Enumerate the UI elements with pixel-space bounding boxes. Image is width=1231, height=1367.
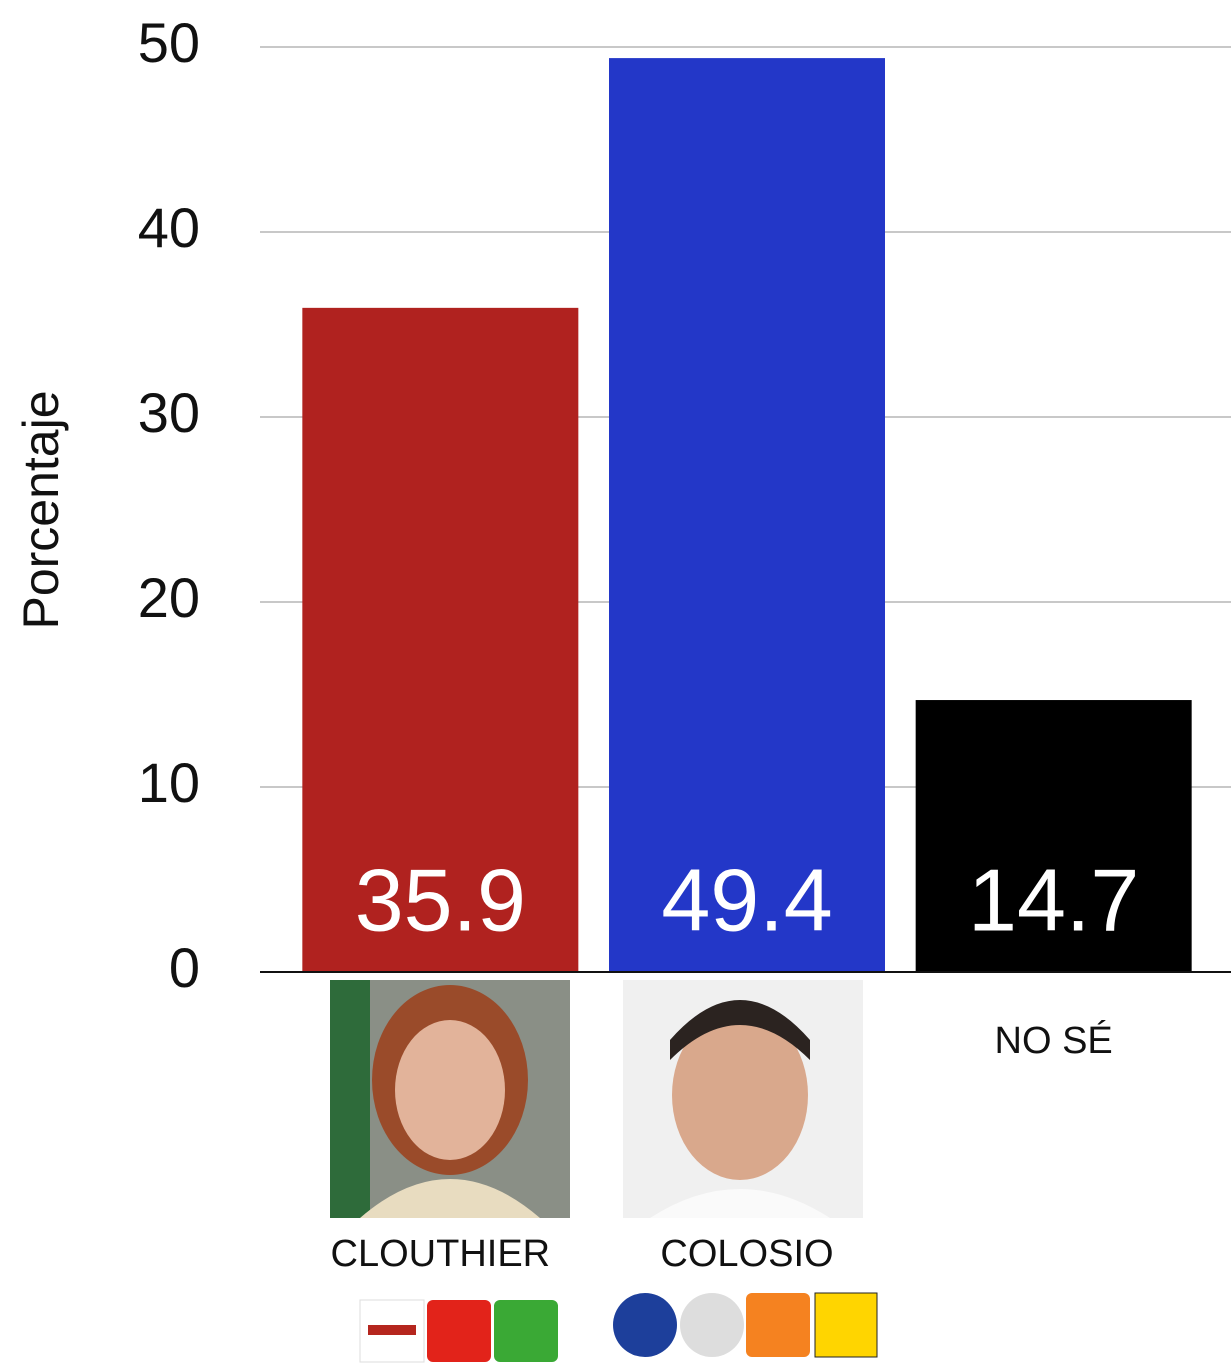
- bar: [302, 307, 579, 973]
- y-tick-label: 30: [138, 381, 200, 444]
- y-tick-label: 10: [138, 751, 200, 814]
- y-tick-label: 0: [169, 936, 200, 999]
- x-tick-label: COLOSIO: [660, 1233, 833, 1275]
- bar: [915, 700, 1192, 972]
- party-logos: [359, 1292, 878, 1363]
- y-axis-label: Porcentaje: [13, 390, 69, 629]
- y-tick-label: 40: [138, 196, 200, 259]
- data-label: 35.9: [355, 850, 526, 949]
- bar: [609, 58, 885, 973]
- data-label: 49.4: [661, 850, 832, 949]
- x-tick-label: NO SÉ: [995, 1019, 1113, 1062]
- y-tick-label: 20: [138, 566, 200, 629]
- y-tick-label: 50: [138, 11, 200, 74]
- x-tick-label: CLOUTHIER: [331, 1233, 551, 1275]
- candidate-photo: [623, 980, 863, 1218]
- candidate-photo: [330, 980, 570, 1218]
- data-label: 14.7: [968, 850, 1139, 949]
